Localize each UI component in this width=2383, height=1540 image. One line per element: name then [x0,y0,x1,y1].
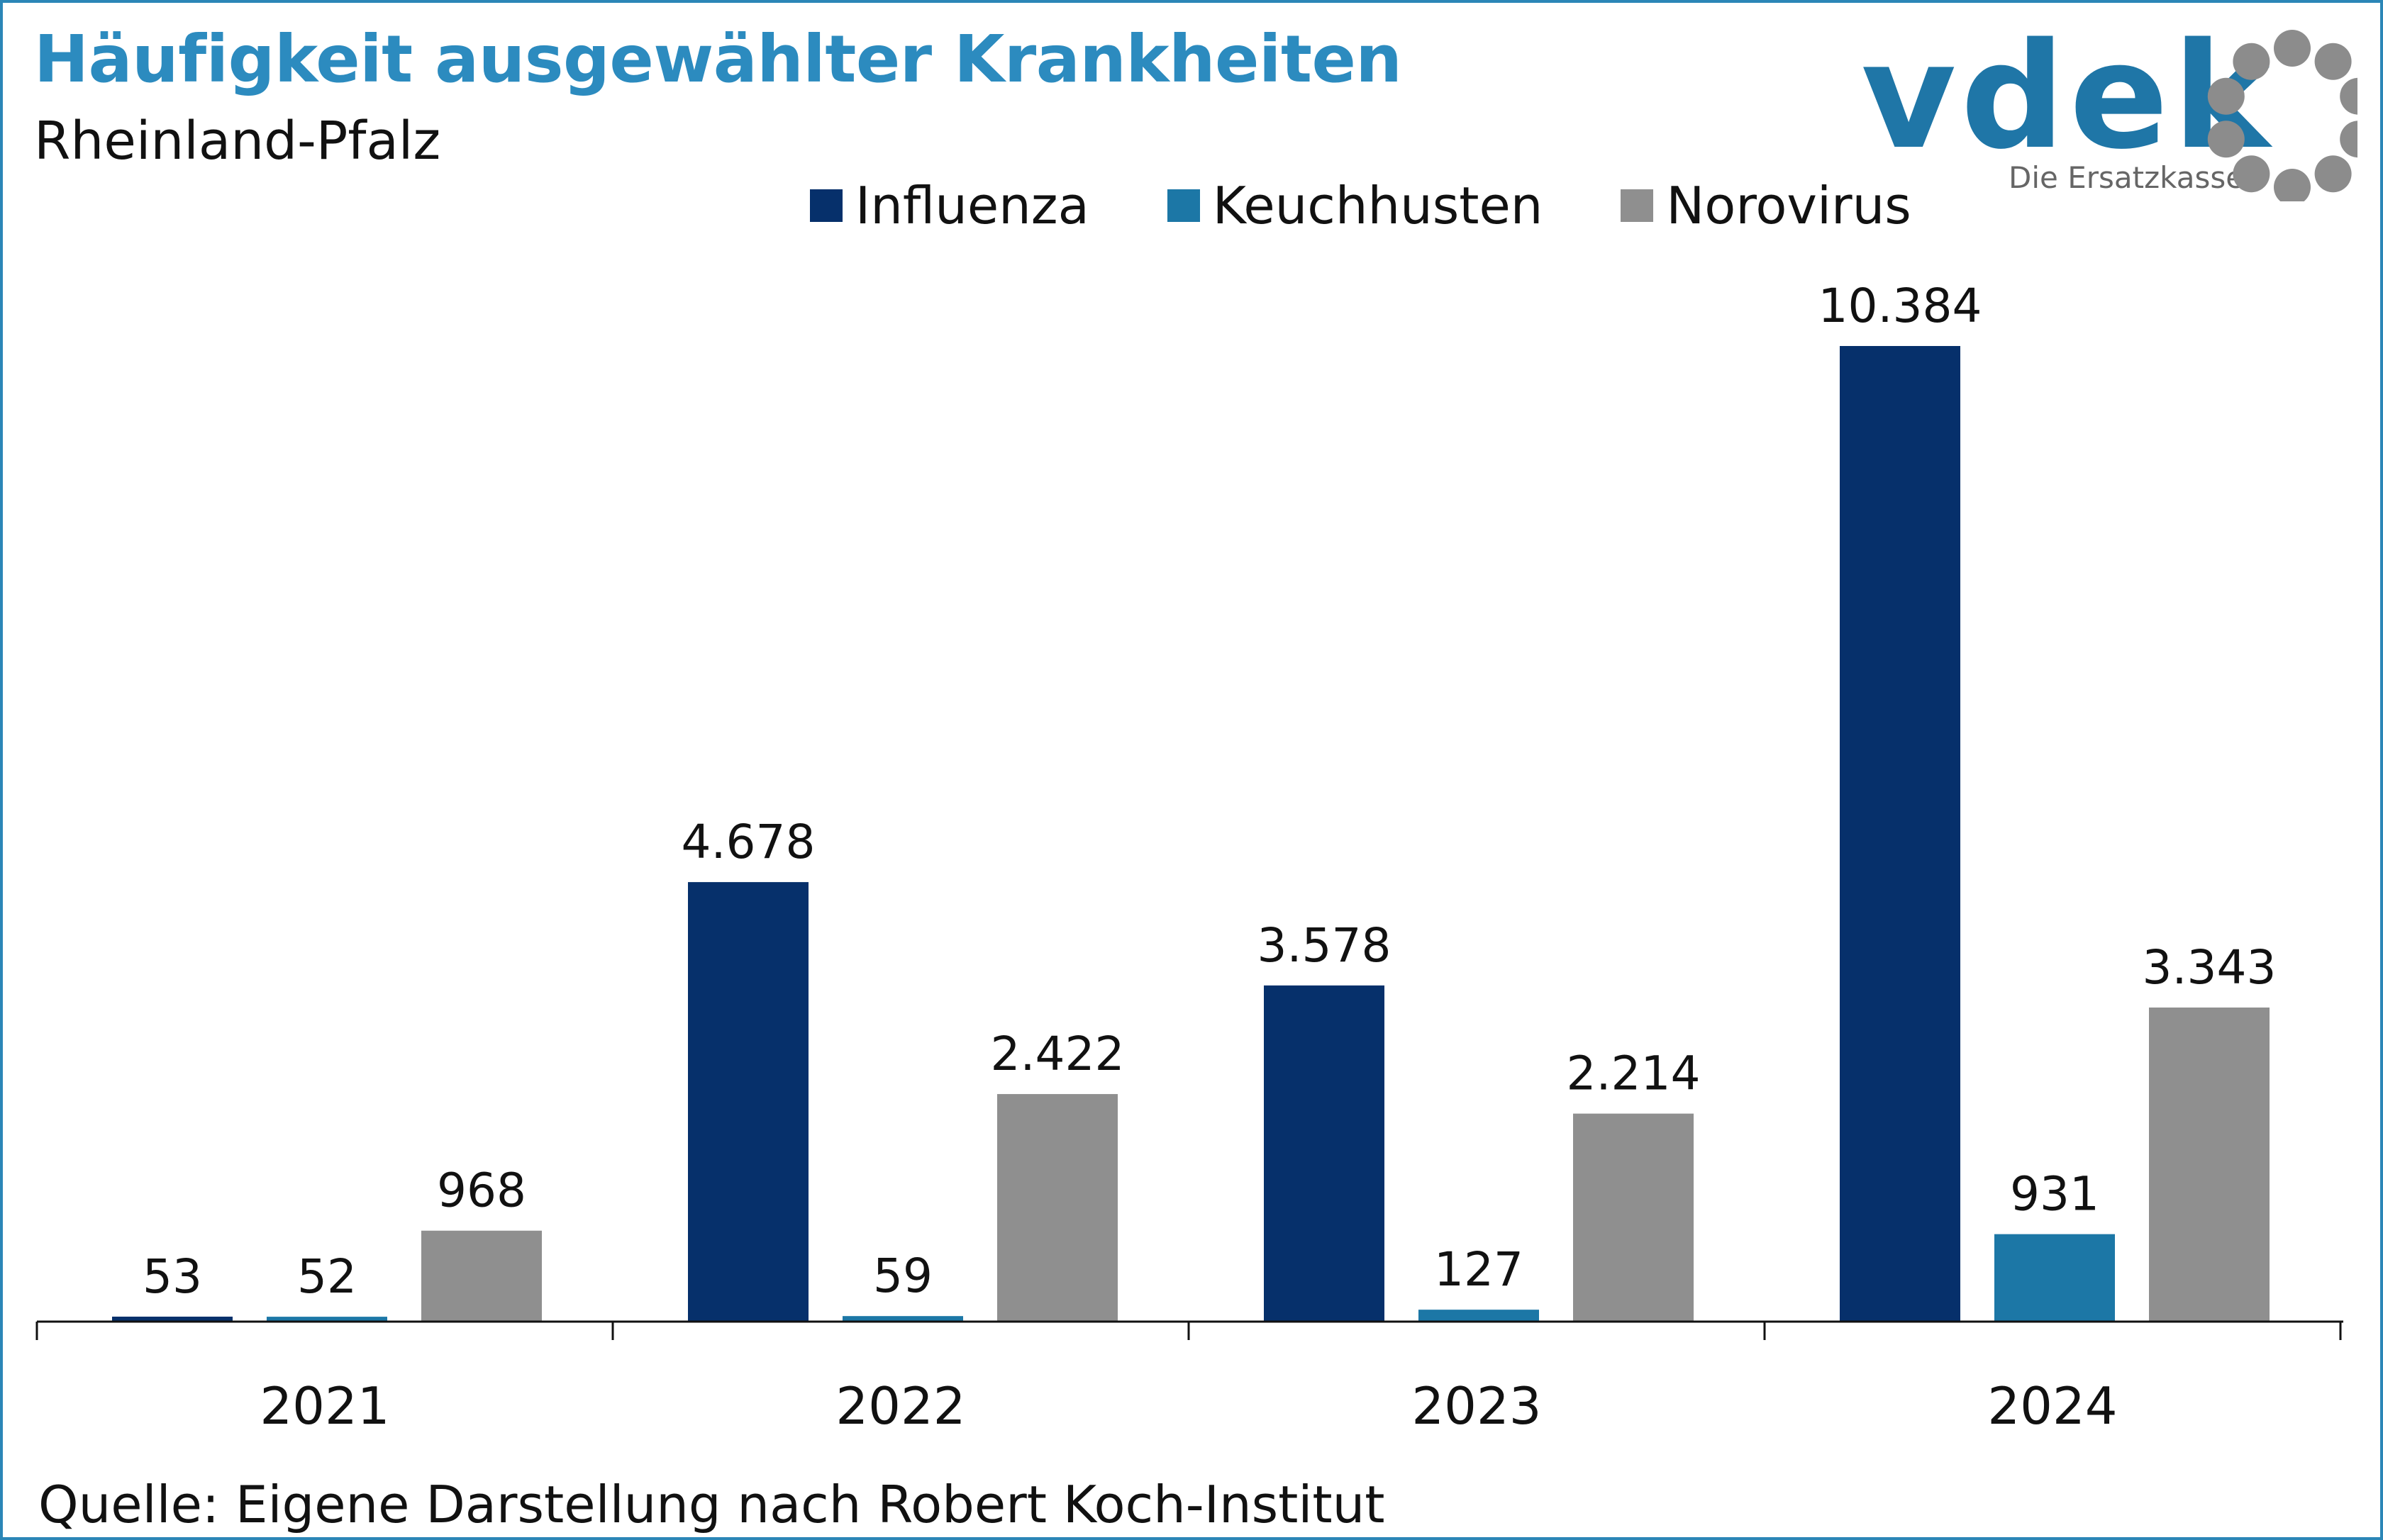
legend-item-norovirus: Norovirus [1621,176,1911,235]
logo-ring-icon [2207,30,2357,201]
value-label-influenza-2021: 53 [143,1249,202,1304]
value-label-keuchhusten-2023: 127 [1434,1242,1523,1297]
logo-ring-dot [2274,30,2311,67]
logo-ring-dot [2207,77,2245,115]
logo-ring-dot [2274,169,2311,201]
logo-ring-dot [2233,155,2270,193]
x-tick-label-2022: 2022 [835,1376,965,1436]
value-label-keuchhusten-2022: 59 [873,1249,933,1303]
logo-ring-dot [2340,77,2357,115]
logo-ring-dot [2207,121,2245,158]
chart-title: Häufigkeit ausgewählter Krankheiten [34,21,1402,97]
legend-label-norovirus: Norovirus [1666,176,1911,235]
value-label-keuchhusten-2024: 931 [2010,1167,2099,1222]
value-label-influenza-2024: 10.384 [1818,279,1982,333]
bar-keuchhusten-2023 [1418,1310,1539,1322]
bar-chart: 53 52 968 4.678 59 2.422 3.578 127 2.214 10.384 93… [35,279,2343,1436]
vdek-logo: vdek Die Ersatzkassen [1847,11,2357,201]
bar-keuchhusten-2022 [843,1316,963,1322]
legend-label-influenza: Influenza [855,176,1089,235]
bar-influenza-2022 [688,882,809,1322]
bar-norovirus-2024 [2149,1008,2270,1322]
legend-swatch-norovirus [1621,189,1654,222]
bar-norovirus-2023 [1573,1113,1694,1322]
value-label-norovirus-2022: 2.422 [991,1027,1125,1081]
bar-norovirus-2021 [421,1230,542,1322]
logo-ring-dot [2314,43,2352,80]
logo-ring-dot [2314,155,2352,193]
value-label-influenza-2023: 3.578 [1257,918,1392,973]
legend-label-keuchhusten: Keuchhusten [1212,176,1543,235]
legend-swatch-influenza [810,189,843,222]
legend-item-influenza: Influenza [810,176,1089,235]
value-label-norovirus-2021: 968 [437,1164,526,1218]
source-note: Quelle: Eigene Darstellung nach Robert K… [38,1475,1385,1534]
bar-norovirus-2022 [997,1094,1118,1322]
bar-keuchhusten-2021 [267,1317,387,1322]
x-tick-label-2024: 2024 [1987,1376,2117,1436]
bar-influenza-2023 [1264,985,1384,1322]
logo-ring-dot [2340,121,2357,158]
legend-swatch-keuchhusten [1167,189,1200,222]
legend-item-keuchhusten: Keuchhusten [1167,176,1543,235]
bar-influenza-2021 [112,1316,233,1322]
value-label-keuchhusten-2021: 52 [297,1249,357,1304]
chart-legend: Influenza Keuchhusten Norovirus [810,176,1989,235]
chart-subtitle: Rheinland-Pfalz [34,111,441,172]
value-label-influenza-2022: 4.678 [682,815,816,869]
bar-influenza-2024 [1840,346,1960,1322]
logo-ring-dot [2233,43,2270,80]
bar-keuchhusten-2024 [1994,1234,2115,1322]
logo-wordmark: vdek [1861,11,2274,182]
logo-tagline: Die Ersatzkassen [2009,160,2263,195]
value-label-norovirus-2024: 3.343 [2143,940,2277,995]
x-tick-label-2021: 2021 [260,1376,389,1436]
x-tick-label-2023: 2023 [1411,1376,1541,1436]
value-label-norovirus-2023: 2.214 [1567,1047,1701,1101]
